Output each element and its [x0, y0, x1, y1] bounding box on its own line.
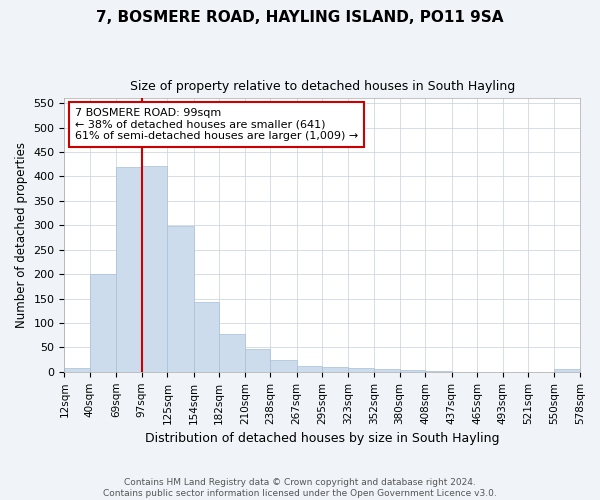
- Bar: [400, 370, 425, 372]
- Bar: [270, 360, 296, 372]
- Bar: [554, 370, 580, 372]
- Bar: [194, 302, 219, 372]
- Bar: [322, 367, 348, 372]
- Text: 7, BOSMERE ROAD, HAYLING ISLAND, PO11 9SA: 7, BOSMERE ROAD, HAYLING ISLAND, PO11 9S…: [96, 10, 504, 25]
- Bar: [348, 368, 374, 372]
- Title: Size of property relative to detached houses in South Hayling: Size of property relative to detached ho…: [130, 80, 515, 93]
- Bar: [296, 366, 322, 372]
- Bar: [142, 166, 167, 372]
- Bar: [374, 370, 400, 372]
- Y-axis label: Number of detached properties: Number of detached properties: [15, 142, 28, 328]
- Text: 7 BOSMERE ROAD: 99sqm
← 38% of detached houses are smaller (641)
61% of semi-det: 7 BOSMERE ROAD: 99sqm ← 38% of detached …: [75, 108, 358, 141]
- Bar: [90, 274, 116, 372]
- Bar: [167, 226, 194, 372]
- Text: Contains HM Land Registry data © Crown copyright and database right 2024.
Contai: Contains HM Land Registry data © Crown c…: [103, 478, 497, 498]
- Bar: [245, 349, 270, 372]
- Bar: [425, 371, 452, 372]
- Bar: [219, 334, 245, 372]
- Bar: [64, 368, 90, 372]
- X-axis label: Distribution of detached houses by size in South Hayling: Distribution of detached houses by size …: [145, 432, 499, 445]
- Bar: [116, 166, 142, 372]
